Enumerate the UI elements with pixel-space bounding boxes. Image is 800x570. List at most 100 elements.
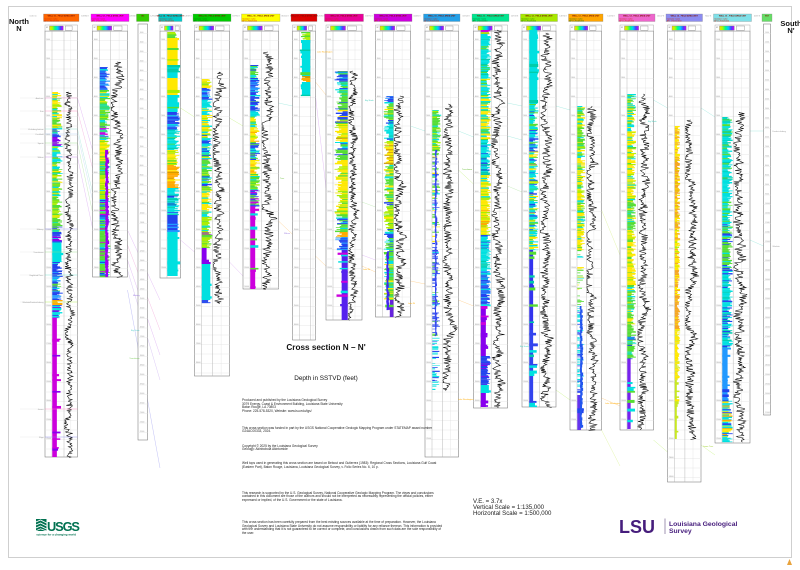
- svg-text:15000: 15000: [523, 305, 528, 307]
- svg-text:7000: 7000: [196, 153, 200, 155]
- svg-text:15000: 15000: [621, 305, 626, 307]
- svg-text:3000: 3000: [571, 77, 575, 79]
- svg-text:7000: 7000: [765, 146, 769, 148]
- svg-text:16000: 16000: [571, 324, 576, 326]
- svg-text:6000: 6000: [327, 134, 331, 136]
- svg-text:22000: 22000: [669, 438, 674, 440]
- svg-text:1000: 1000: [765, 32, 769, 34]
- svg-text:WELL 12 - FIELD AREA UNIT: WELL 12 - FIELD AREA UNIT: [525, 15, 553, 18]
- svg-text:6500: 6500: [765, 137, 769, 139]
- svg-text:Lake Washington: Lake Washington: [605, 402, 620, 405]
- svg-text:API: 1700420160: API: 1700420160: [159, 20, 174, 23]
- svg-text:10000: 10000: [327, 210, 332, 212]
- svg-text:API: 1701420160: API: 1701420160: [619, 20, 634, 23]
- svg-text:Anahuac: Anahuac: [36, 97, 44, 100]
- svg-text:16000: 16000: [196, 324, 201, 326]
- svg-text:WELL 11 - FIELD AREA UNIT: WELL 11 - FIELD AREA UNIT: [477, 15, 505, 18]
- svg-text:James: James: [38, 409, 44, 411]
- svg-text:3000: 3000: [426, 77, 430, 79]
- svg-text:API: 1701220160: API: 1701220160: [521, 20, 536, 23]
- svg-text:10000: 10000: [426, 210, 431, 212]
- svg-text:SP: SP: [46, 27, 48, 29]
- svg-text:22000: 22000: [426, 438, 431, 440]
- svg-text:13000: 13000: [765, 260, 770, 262]
- svg-text:9000: 9000: [327, 191, 331, 193]
- svg-text:SP: SP: [523, 27, 525, 29]
- svg-text:6000: 6000: [377, 134, 381, 136]
- svg-text:1500: 1500: [140, 42, 144, 44]
- svg-text:7000: 7000: [426, 153, 430, 155]
- svg-text:22000: 22000: [46, 438, 51, 440]
- svg-text:3000: 3000: [140, 70, 144, 72]
- svg-text:20000: 20000: [669, 400, 674, 402]
- svg-text:17000: 17000: [669, 343, 674, 345]
- svg-text:9000: 9000: [426, 191, 430, 193]
- svg-text:4000: 4000: [765, 89, 769, 91]
- svg-text:WELL 13 - FIELD AREA UNIT: WELL 13 - FIELD AREA UNIT: [572, 15, 600, 18]
- svg-text:7000: 7000: [327, 153, 331, 155]
- svg-text:15000: 15000: [669, 305, 674, 307]
- svg-text:10000: 10000: [140, 203, 145, 205]
- svg-text:13000: 13000: [46, 267, 51, 269]
- svg-text:16000: 16000: [294, 324, 299, 326]
- svg-text:7000: 7000: [140, 146, 144, 148]
- svg-text:5000: 5000: [244, 115, 248, 117]
- svg-text:13500: 13500: [140, 270, 145, 272]
- svg-text:Vicksburg bottom: Vicksburg bottom: [28, 128, 44, 131]
- svg-text:4000: 4000: [161, 96, 165, 98]
- svg-text:3000: 3000: [475, 77, 479, 79]
- svg-text:9000: 9000: [716, 191, 720, 193]
- svg-text:10000: 10000: [94, 210, 99, 212]
- svg-text:WELL 09 - FIELD AREA UNIT: WELL 09 - FIELD AREA UNIT: [379, 15, 407, 18]
- svg-text:SP: SP: [244, 27, 246, 29]
- svg-text:WELL 16 - FIELD AREA UNIT: WELL 16 - FIELD AREA UNIT: [719, 15, 747, 18]
- svg-text:14000: 14000: [669, 286, 674, 288]
- svg-text:7000: 7000: [523, 153, 527, 155]
- svg-text:8000: 8000: [475, 172, 479, 174]
- svg-text:10000: 10000: [294, 210, 299, 212]
- svg-text:4000: 4000: [46, 96, 50, 98]
- svg-text:19000: 19000: [621, 381, 626, 383]
- svg-text:22000: 22000: [716, 438, 721, 440]
- svg-text:5000: 5000: [327, 115, 331, 117]
- svg-text:20000: 20000: [621, 400, 626, 402]
- svg-text:14500: 14500: [140, 289, 145, 291]
- svg-text:20000: 20000: [46, 400, 51, 402]
- svg-text:API: 1700120160: API: 1700120160: [44, 20, 59, 23]
- svg-text:20000: 20000: [475, 400, 480, 402]
- svg-text:16000: 16000: [765, 317, 770, 319]
- svg-text:19000: 19000: [716, 381, 721, 383]
- svg-text:16500: 16500: [765, 327, 770, 329]
- svg-text:17000: 17000: [426, 343, 431, 345]
- svg-text:7000: 7000: [46, 153, 50, 155]
- svg-text:5000: 5000: [46, 115, 50, 117]
- svg-text:7000: 7000: [716, 153, 720, 155]
- svg-text:2500: 2500: [765, 61, 769, 63]
- svg-text:19000: 19000: [765, 374, 770, 376]
- svg-text:Louisiana Geological: Louisiana Geological: [669, 521, 737, 528]
- svg-text:13000: 13000: [377, 267, 382, 269]
- svg-text:8000: 8000: [377, 172, 381, 174]
- svg-text:Fredericksburg: Fredericksburg: [773, 131, 786, 133]
- svg-text:6000: 6000: [196, 134, 200, 136]
- svg-text:6000: 6000: [46, 134, 50, 136]
- svg-text:15000: 15000: [46, 305, 51, 307]
- svg-text:8000: 8000: [244, 172, 248, 174]
- svg-text:2000: 2000: [571, 58, 575, 60]
- svg-text:2000: 2000: [765, 51, 769, 53]
- svg-text:14000: 14000: [244, 286, 249, 288]
- svg-text:3000: 3000: [523, 77, 527, 79]
- svg-text:9000: 9000: [765, 184, 769, 186]
- svg-text:6000: 6000: [475, 134, 479, 136]
- svg-text:12000: 12000: [294, 248, 299, 250]
- svg-text:14000: 14000: [294, 286, 299, 288]
- svg-text:14000: 14000: [475, 286, 480, 288]
- svg-text:12500: 12500: [140, 251, 145, 253]
- svg-text:9000: 9000: [46, 191, 50, 193]
- svg-text:13500: 13500: [765, 270, 770, 272]
- svg-text:13000: 13000: [426, 267, 431, 269]
- svg-text:1000: 1000: [196, 39, 200, 41]
- svg-text:4000: 4000: [669, 96, 673, 98]
- svg-text:8000: 8000: [426, 172, 430, 174]
- svg-text:2000: 2000: [621, 58, 625, 60]
